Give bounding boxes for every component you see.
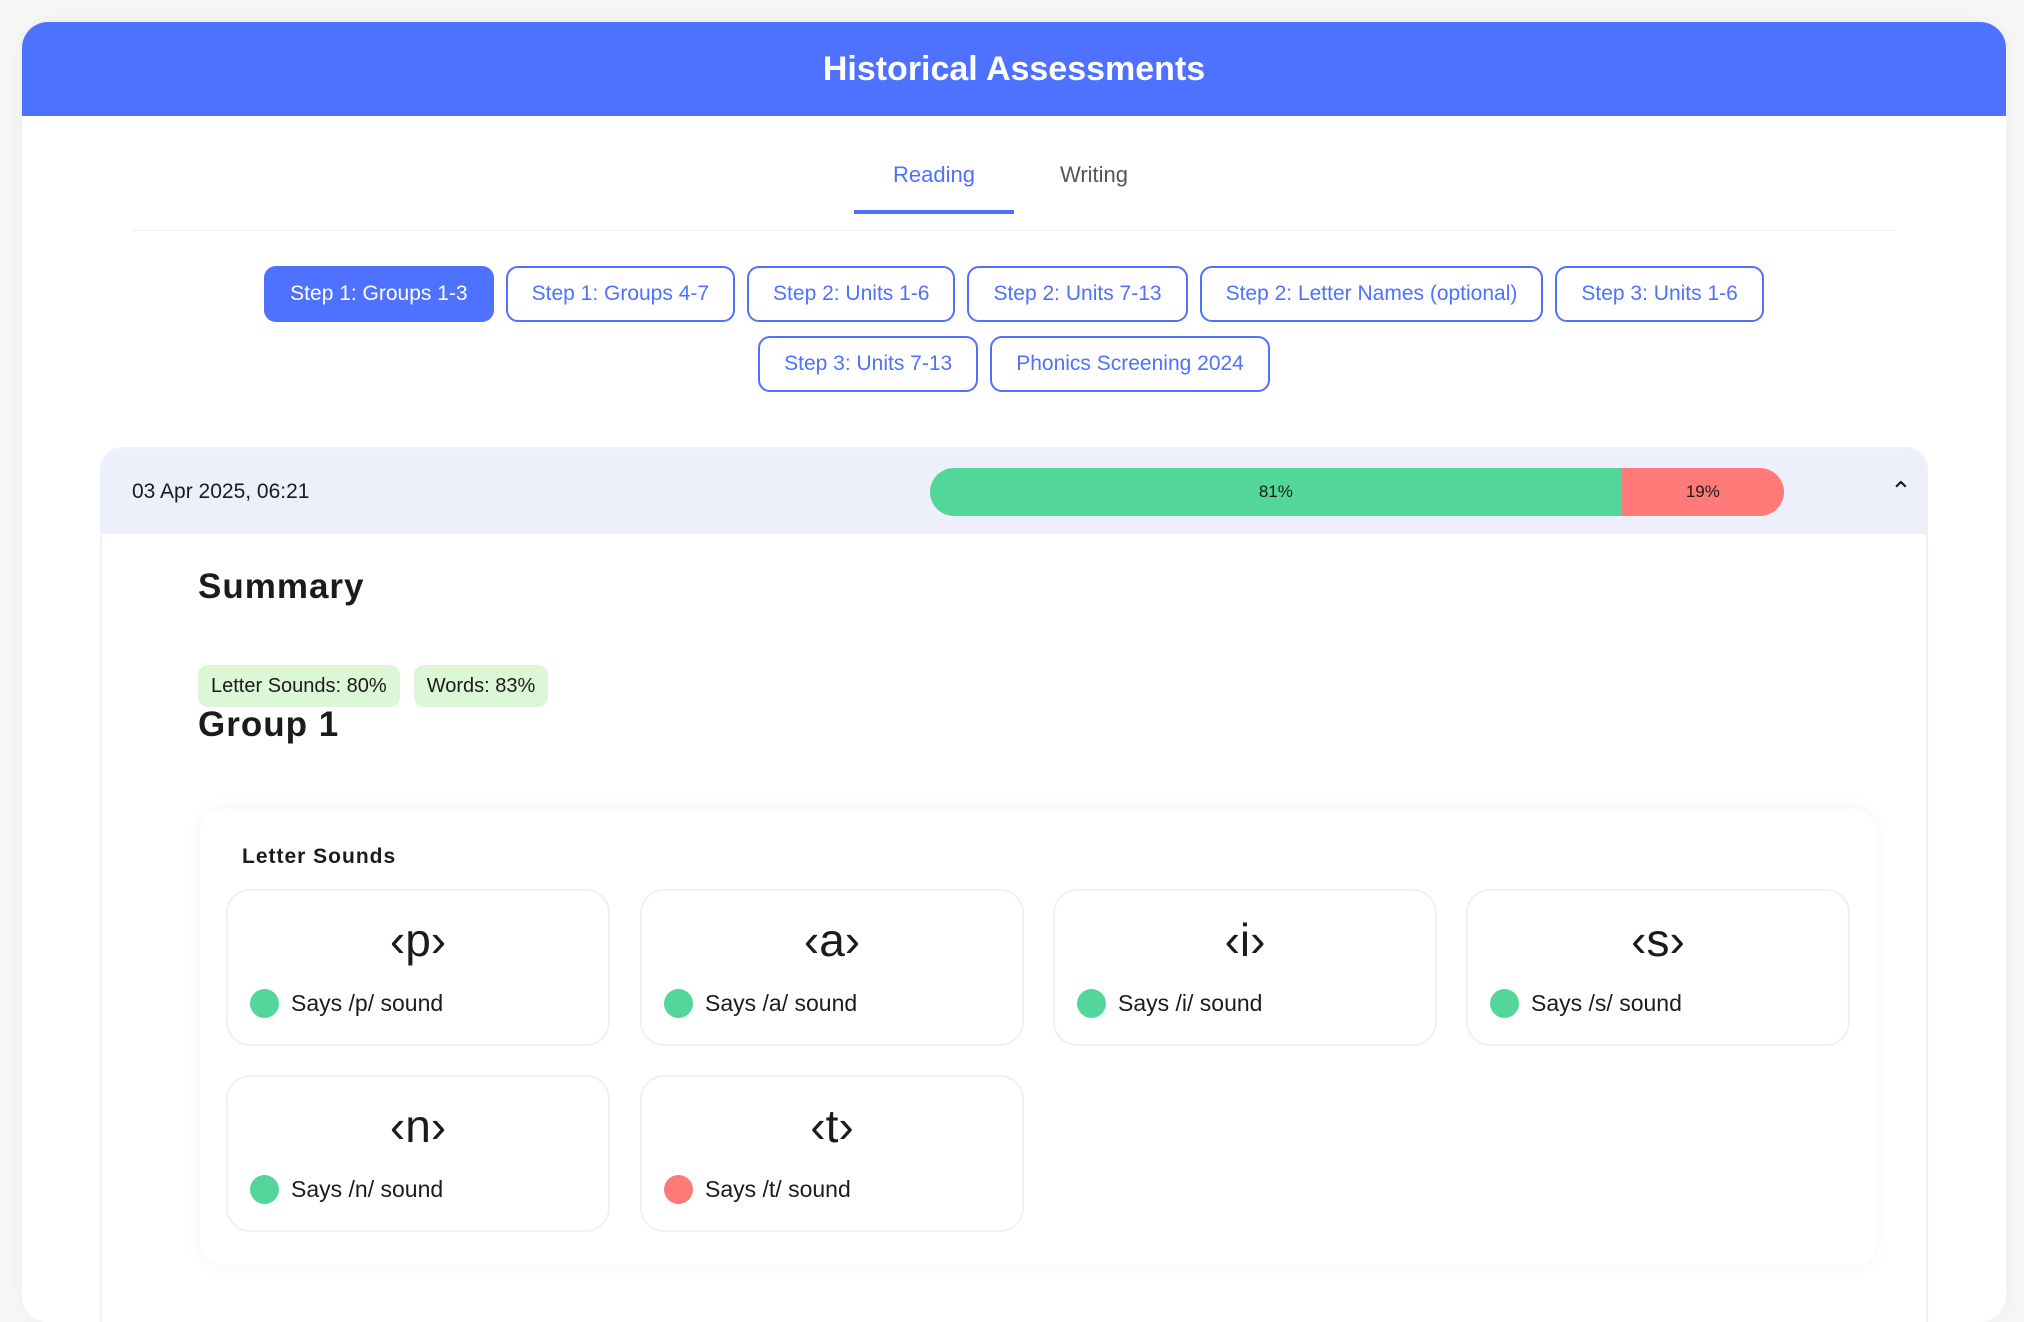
summary-heading: Summary bbox=[198, 567, 365, 606]
letter-sound-tile: ‹p› Says /p/ sound bbox=[226, 889, 610, 1046]
correct-segment: 81% bbox=[930, 467, 1622, 516]
step-filter: Step 1: Groups 1-3 Step 1: Groups 4-7 St… bbox=[222, 266, 1806, 392]
step-button[interactable]: Step 3: Units 1-6 bbox=[1555, 266, 1764, 322]
chevron-up-icon[interactable]: ⌃ bbox=[1890, 476, 1912, 506]
status-dot-icon bbox=[250, 1175, 279, 1204]
step-button[interactable]: Step 2: Letter Names (optional) bbox=[1199, 266, 1544, 322]
letter-sound-tile: ‹n› Says /n/ sound bbox=[226, 1075, 610, 1232]
status-dot-icon bbox=[1490, 989, 1519, 1018]
incorrect-segment: 19% bbox=[1621, 467, 1784, 516]
step-button[interactable]: Step 1: Groups 1-3 bbox=[264, 266, 494, 322]
grapheme: ‹p› bbox=[389, 914, 447, 966]
status-dot-icon bbox=[250, 989, 279, 1018]
step-button[interactable]: Step 2: Units 1-6 bbox=[747, 266, 956, 322]
group-heading: Group 1 bbox=[198, 705, 340, 744]
summary-badges: Letter Sounds: 80% Words: 83% bbox=[198, 665, 549, 707]
letter-sound-tile: ‹a› Says /a/ sound bbox=[640, 889, 1024, 1046]
score-bar: 81% 19% bbox=[930, 467, 1784, 516]
tab-writing[interactable]: Writing bbox=[1059, 162, 1129, 187]
letter-sound-tile: ‹t› Says /t/ sound bbox=[640, 1075, 1024, 1232]
step-button[interactable]: Step 2: Units 7-13 bbox=[967, 266, 1188, 322]
accordion-header[interactable]: 03 Apr 2025, 06:21 81% 19% ⌃ bbox=[102, 449, 1926, 534]
assessment-date: 03 Apr 2025, 06:21 bbox=[132, 479, 310, 503]
status-dot-icon bbox=[664, 989, 693, 1018]
grapheme: ‹a› bbox=[803, 914, 861, 966]
sound-label: Says /p/ sound bbox=[291, 990, 444, 1016]
sound-status: Says /i/ sound bbox=[1077, 989, 1262, 1018]
sound-label: Says /s/ sound bbox=[1531, 990, 1682, 1016]
grapheme: ‹s› bbox=[1631, 914, 1685, 966]
sound-label: Says /a/ sound bbox=[705, 990, 858, 1016]
tab-bar: Reading Writing bbox=[22, 162, 2006, 214]
step-button[interactable]: Phonics Screening 2024 bbox=[990, 336, 1270, 392]
letter-sound-tile: ‹i› Says /i/ sound bbox=[1053, 889, 1437, 1046]
step-button[interactable]: Step 3: Units 7-13 bbox=[758, 336, 979, 392]
sound-status: Says /s/ sound bbox=[1490, 989, 1682, 1018]
sound-label: Says /t/ sound bbox=[705, 1176, 851, 1202]
sound-label: Says /i/ sound bbox=[1118, 990, 1263, 1016]
letter-sound-tile: ‹s› Says /s/ sound bbox=[1466, 889, 1850, 1046]
sound-status: Says /a/ sound bbox=[664, 989, 857, 1018]
section-title: Letter Sounds bbox=[242, 845, 397, 868]
status-dot-icon bbox=[664, 1175, 693, 1204]
status-dot-icon bbox=[1077, 989, 1106, 1018]
group-card: Letter Sounds ‹p› Says /p/ sound ‹a› Says… bbox=[200, 809, 1876, 1265]
page-title: Historical Assessments bbox=[22, 22, 2006, 116]
historical-assessments-panel: Historical Assessments Reading Writing S… bbox=[22, 22, 2006, 1322]
summary-badge: Letter Sounds: 80% bbox=[198, 665, 400, 707]
sound-status: Says /t/ sound bbox=[664, 1175, 851, 1204]
step-button[interactable]: Step 1: Groups 4-7 bbox=[505, 266, 736, 322]
grapheme: ‹i› bbox=[1224, 914, 1266, 966]
grapheme: ‹t› bbox=[810, 1100, 854, 1152]
assessment-accordion: 03 Apr 2025, 06:21 81% 19% ⌃ Summary Let… bbox=[100, 447, 1928, 1322]
sound-status: Says /p/ sound bbox=[250, 989, 443, 1018]
sound-label: Says /n/ sound bbox=[291, 1176, 444, 1202]
tab-reading[interactable]: Reading bbox=[854, 162, 1014, 214]
summary-badge: Words: 83% bbox=[413, 665, 549, 707]
grapheme: ‹n› bbox=[389, 1100, 447, 1152]
divider bbox=[132, 230, 1896, 231]
sound-status: Says /n/ sound bbox=[250, 1175, 443, 1204]
